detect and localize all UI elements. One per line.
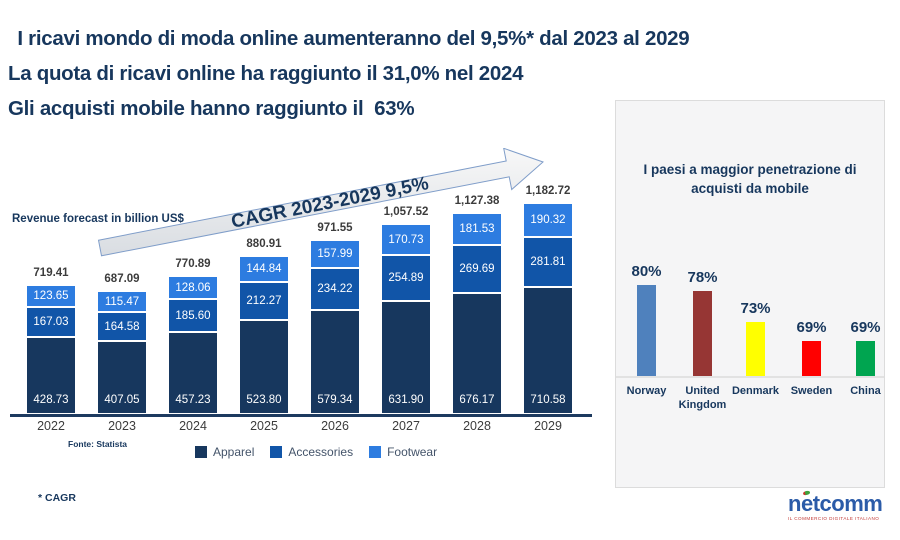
segment-apparel-2027: 631.90: [381, 301, 431, 414]
country-bar-united-kingdom: [693, 291, 712, 376]
country-label-sweden: Sweden: [790, 385, 833, 397]
segment-footwear-2026: 157.99: [310, 240, 360, 268]
year-label-2029: 2029: [534, 419, 562, 433]
legend-label: Apparel: [213, 445, 255, 459]
x-axis-line: [10, 414, 592, 417]
total-label-2023: 687.09: [104, 273, 140, 285]
stacked-bar-2024: 457.23 185.60 128.06: [168, 276, 218, 414]
segment-accessories-2025: 212.27: [239, 282, 289, 320]
legend-item-footwear: Footwear: [369, 445, 437, 459]
segment-footwear-2028: 181.53: [452, 213, 502, 245]
total-label-2027: 1,057.52: [383, 206, 429, 218]
segment-apparel-2028: 676.17: [452, 293, 502, 414]
netcomm-logo-tagline: IL COMMERCIO DIGITALE ITALIANO: [788, 516, 880, 521]
stacked-bar-2026: 579.34 234.22 157.99: [310, 240, 360, 414]
stacked-bar-2027: 631.90 254.89 170.73: [381, 224, 431, 414]
legend-label: Accessories: [288, 445, 354, 459]
headline-line-3: Gli acquisti mobile hanno raggiunto il 6…: [8, 97, 415, 120]
segment-apparel-2025: 523.80: [239, 320, 289, 414]
stacked-bar-2029: 710.58 281.81 190.32: [523, 203, 573, 414]
total-label-2024: 770.89: [175, 258, 211, 270]
country-bar-norway: [637, 285, 656, 376]
segment-accessories-2026: 234.22: [310, 268, 360, 310]
country-bar-china: [856, 341, 875, 376]
percent-label-sweden: 69%: [796, 319, 827, 336]
segment-footwear-2029: 190.32: [523, 203, 573, 237]
stacked-bar-2023: 407.05 164.58 115.47: [97, 291, 147, 414]
segment-accessories-2029: 281.81: [523, 237, 573, 287]
headline-line-1: I ricavi mondo di moda online aumenteran…: [12, 27, 690, 50]
legend-label: Footwear: [387, 445, 438, 459]
segment-footwear-2022: 123.65: [26, 285, 76, 307]
segment-apparel-2023: 407.05: [97, 341, 147, 414]
legend: Apparel Accessories Footwear: [195, 445, 437, 459]
segment-footwear-2023: 115.47: [97, 291, 147, 312]
percent-label-denmark: 73%: [740, 300, 771, 317]
year-label-2026: 2026: [321, 419, 349, 433]
country-label-united-kingdom: United Kingdom: [678, 385, 727, 412]
country-label-china: China: [850, 385, 881, 397]
segment-apparel-2024: 457.23: [168, 332, 218, 414]
netcomm-logo-text: ne tcomm: [788, 490, 883, 516]
legend-item-accessories: Accessories: [270, 445, 353, 459]
segment-accessories-2024: 185.60: [168, 299, 218, 332]
segment-accessories-2027: 254.89: [381, 255, 431, 301]
total-label-2025: 880.91: [246, 238, 282, 250]
segment-accessories-2022: 167.03: [26, 307, 76, 337]
total-label-2028: 1,127.38: [454, 195, 500, 207]
mobile-penetration-panel: I paesi a maggior penetrazione di acquis…: [615, 100, 885, 488]
total-label-2029: 1,182.72: [525, 185, 571, 197]
percent-label-china: 69%: [850, 319, 881, 336]
segment-apparel-2022: 428.73: [26, 337, 76, 414]
segment-footwear-2027: 170.73: [381, 224, 431, 255]
country-label-denmark: Denmark: [731, 385, 780, 397]
year-label-2025: 2025: [250, 419, 278, 433]
total-label-2026: 971.55: [317, 222, 353, 234]
source-note: Fonte: Statista: [68, 439, 128, 449]
year-label-2022: 2022: [37, 419, 65, 433]
cagr-arrow: CAGR 2023-2029 9,5%: [97, 148, 544, 257]
cagr-footnote: * CAGR: [38, 492, 76, 504]
country-label-norway: Norway: [626, 385, 667, 397]
stacked-bar-2025: 523.80 212.27 144.84: [239, 256, 289, 414]
percent-label-united-kingdom: 78%: [687, 269, 718, 286]
segment-apparel-2026: 579.34: [310, 310, 360, 414]
percent-label-norway: 80%: [631, 263, 662, 280]
revenue-axis-label: Revenue forecast in billion US$: [12, 213, 184, 225]
fashion-revenue-chart: 428.73 167.03 123.65 719.41 2022 407.05 164.58…: [10, 185, 592, 433]
segment-footwear-2024: 128.06: [168, 276, 218, 299]
segment-accessories-2023: 164.58: [97, 312, 147, 341]
stacked-bar-2022: 428.73 167.03 123.65: [26, 285, 76, 414]
legend-swatch-icon: [369, 446, 382, 458]
netcomm-logo: ne tcomm IL COMMERCIO DIGITALE ITALIANO: [788, 490, 896, 521]
segment-footwear-2025: 144.84: [239, 256, 289, 282]
country-bar-denmark: [746, 322, 765, 376]
legend-item-apparel: Apparel: [195, 445, 254, 459]
legend-swatch-icon: [270, 446, 283, 458]
country-bar-sweden: [802, 341, 821, 376]
year-label-2024: 2024: [179, 419, 207, 433]
stacked-bar-2028: 676.17 269.69 181.53: [452, 213, 502, 414]
segment-apparel-2029: 710.58: [523, 287, 573, 414]
year-label-2023: 2023: [108, 419, 136, 433]
cagr-arrow-shape: [97, 148, 544, 257]
year-label-2028: 2028: [463, 419, 491, 433]
legend-swatch-icon: [195, 446, 207, 458]
total-label-2022: 719.41: [33, 267, 69, 279]
panel-title: I paesi a maggior penetrazione di acquis…: [643, 162, 857, 196]
segment-accessories-2028: 269.69: [452, 245, 502, 293]
year-label-2027: 2027: [392, 419, 420, 433]
panel-baseline: [616, 376, 884, 378]
headline-line-2: La quota di ricavi online ha raggiunto i…: [8, 62, 524, 85]
